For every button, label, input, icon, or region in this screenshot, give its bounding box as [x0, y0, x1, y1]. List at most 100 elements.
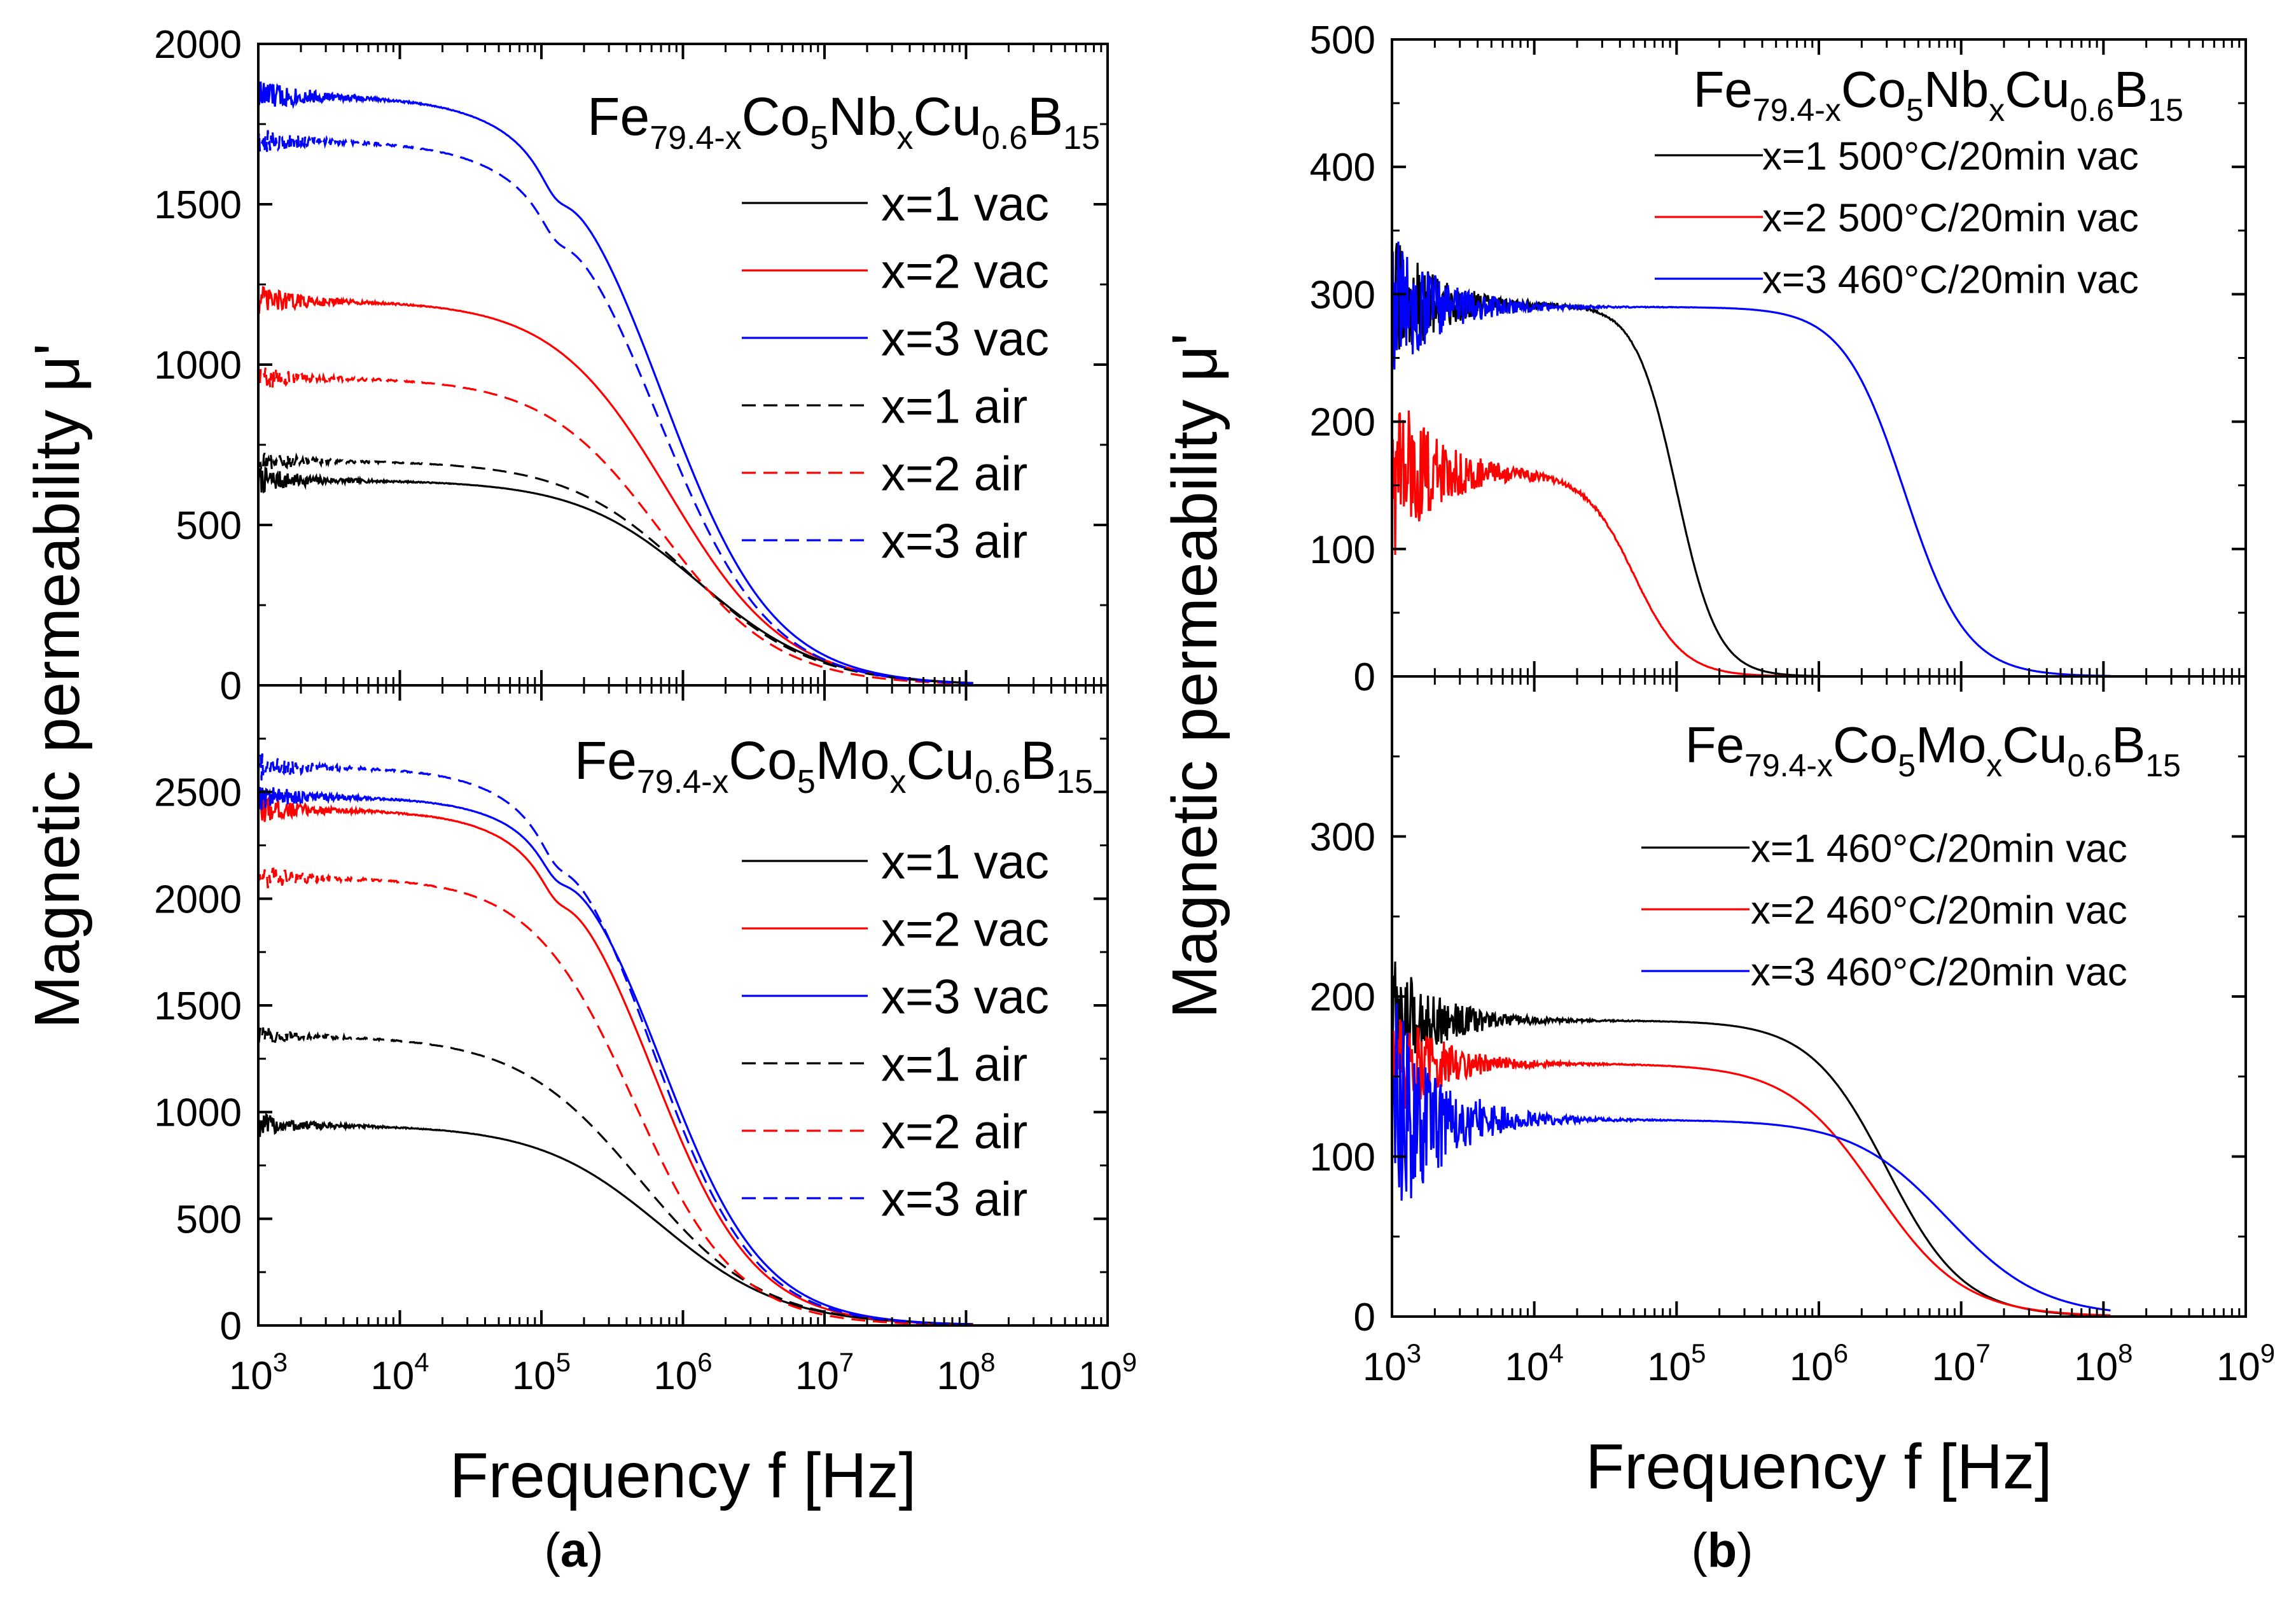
x-tick-base: 10	[1647, 1345, 1691, 1389]
y-tick-label-b-top: 500	[1310, 18, 1375, 62]
x-tick-label-b-bot: 107	[1932, 1338, 1991, 1389]
title-subscript: x	[1989, 92, 2005, 128]
x-tick-exponent: 4	[1548, 1338, 1563, 1368]
x-tick-exponent: 8	[980, 1347, 995, 1377]
y-tick-label-b-bot: 300	[1310, 816, 1375, 860]
legend-label-b-bot-1: x=2 460°C/20min vac	[1751, 888, 2127, 932]
x-ticks-b-top	[1391, 39, 2247, 676]
legend-a-top: x=1 vac x=2 vac x=3 vac x=1 air x=2 air x=3 a…	[742, 177, 1049, 568]
y-axis-title-b-top: Magnetic permeability μ'	[1159, 333, 1230, 1018]
title-element: Mo	[816, 731, 890, 790]
title-subscript: 0.6	[982, 120, 1027, 157]
plot-title-b-top: Fe79.4-xCo5NbxCu0.6B15	[1694, 61, 2183, 128]
x-tick-label-b-bot: 109	[2216, 1338, 2275, 1389]
title-subscript: 5	[1906, 92, 1924, 128]
title-element: Nb	[828, 87, 896, 146]
x-tick-base: 10	[370, 1354, 414, 1398]
x-tick-exponent: 7	[1975, 1338, 1990, 1368]
x-ticks-a-bot: 103 104 105 106 107 108 109	[229, 685, 1137, 1398]
title-element: Co	[742, 87, 810, 146]
panel-b-close-paren: )	[1737, 1523, 1753, 1577]
y-tick-label-a-bot: 0	[220, 1304, 242, 1348]
x-tick-label-b-bot: 104	[1505, 1338, 1564, 1389]
title-element: Fe	[1685, 717, 1744, 773]
x-tick-label-a-bot: 104	[370, 1347, 429, 1398]
x-tick-label-a-bot: 106	[653, 1347, 712, 1398]
title-subscript: 0.6	[2068, 748, 2112, 783]
x-tick-exponent: 9	[2260, 1338, 2275, 1368]
legend-label-a-top-5: x=3 air	[881, 514, 1027, 568]
x-tick-label-a-bot: 107	[795, 1347, 854, 1398]
legend-label-a-bot-2: x=3 vac	[881, 970, 1049, 1024]
panel-b-letter: b	[1708, 1523, 1737, 1577]
series-line-a-bot-3	[258, 1027, 973, 1325]
title-subscript: 0.6	[975, 764, 1020, 800]
title-element: Co	[728, 731, 797, 790]
panel-a-letter: a	[560, 1523, 588, 1577]
legend-label-b-bot-0: x=1 460°C/20min vac	[1751, 827, 2127, 870]
series-line-a-top-3	[258, 452, 973, 685]
x-tick-base: 10	[2074, 1345, 2118, 1389]
x-tick-exponent: 3	[1407, 1338, 1421, 1368]
series-line-b-bot-2	[1392, 1003, 2111, 1311]
title-subscript: 5	[797, 764, 816, 800]
x-tick-exponent: 8	[2118, 1338, 2132, 1368]
x-ticks-a-top	[257, 44, 1109, 685]
x-tick-label-b-bot: 108	[2074, 1338, 2132, 1389]
y-tick-label-a-top: 2000	[154, 23, 242, 67]
title-element: Cu	[2005, 61, 2070, 118]
title-subscript: 79.4-x	[650, 120, 742, 157]
y-tick-label-a-top: 1500	[154, 183, 242, 227]
title-element: B	[1020, 731, 1056, 790]
x-tick-base: 10	[1790, 1345, 1833, 1389]
y-tick-label-b-top: 0	[1354, 655, 1375, 699]
plot-title-b-bot: Fe79.4-xCo5MoxCu0.6B15	[1685, 717, 2181, 783]
series-line-a-top-4	[258, 367, 973, 685]
x-tick-exponent: 9	[1122, 1347, 1137, 1377]
x-tick-base: 10	[2216, 1345, 2260, 1389]
x-tick-base: 10	[229, 1354, 273, 1398]
title-subscript: 5	[810, 120, 828, 157]
y-tick-label-b-bot: 100	[1310, 1136, 1375, 1180]
title-element: Cu	[906, 731, 974, 790]
x-tick-exponent: 6	[697, 1347, 712, 1377]
legend-label-b-top-1: x=2 500°C/20min vac	[1762, 196, 2139, 240]
title-subscript: 0.6	[2070, 92, 2115, 128]
title-element: Cu	[913, 87, 981, 146]
y-tick-label-a-top: 1000	[154, 344, 242, 388]
title-subscript: 15	[1056, 764, 1093, 800]
panel-a-open-paren: (	[545, 1523, 560, 1577]
x-tick-exponent: 5	[556, 1347, 571, 1377]
panel-a-close-paren: )	[587, 1523, 603, 1577]
x-tick-base: 10	[1363, 1345, 1407, 1389]
legend-label-a-top-1: x=2 vac	[881, 244, 1049, 298]
series-line-a-top-5	[258, 130, 973, 685]
title-subscript: x	[889, 764, 906, 800]
series-line-b-top-2	[1392, 241, 2111, 676]
series-group-a-bot	[258, 753, 973, 1325]
title-element: B	[2112, 717, 2145, 773]
series-line-a-bot-4	[258, 867, 973, 1325]
legend-label-a-top-3: x=1 air	[881, 379, 1027, 433]
series-line-a-top-2	[258, 81, 973, 685]
chart-a-top: 0 500 1000 1500 2000 Magnetic permeability μ'…	[22, 23, 1109, 1029]
title-subscript: 15	[1063, 120, 1100, 157]
title-element: Fe	[587, 87, 650, 146]
x-tick-base: 10	[795, 1354, 839, 1398]
y-tick-label-a-bot: 2500	[154, 771, 242, 815]
x-tick-exponent: 4	[414, 1347, 429, 1377]
x-tick-base: 10	[653, 1354, 697, 1398]
y-tick-label-b-bot: 200	[1310, 975, 1375, 1019]
title-subscript: 15	[2148, 92, 2183, 128]
y-tick-label-b-top: 100	[1310, 528, 1375, 572]
legend-label-a-top-4: x=2 air	[881, 447, 1027, 501]
title-subscript: x	[896, 120, 913, 157]
y-tick-label-b-bot: 0	[1354, 1296, 1375, 1339]
panel-b-open-paren: (	[1691, 1523, 1707, 1577]
title-element: Fe	[1694, 61, 1753, 118]
x-tick-exponent: 3	[273, 1347, 288, 1377]
